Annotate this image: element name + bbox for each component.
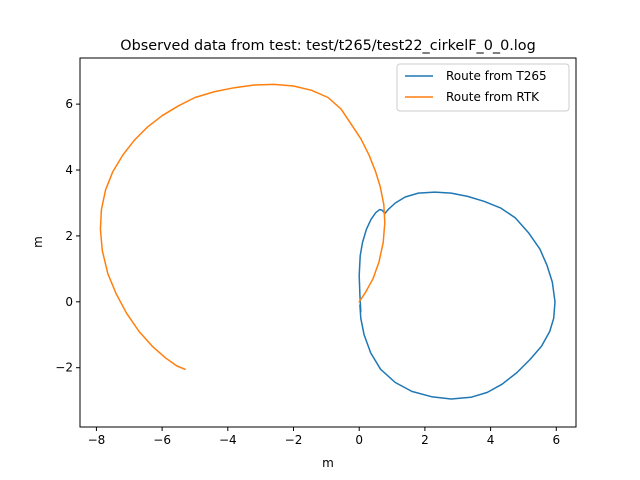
- x-tick-label: 0: [355, 433, 363, 447]
- chart-title: Observed data from test: test/t265/test2…: [120, 38, 536, 54]
- legend-box: [396, 63, 570, 112]
- y-tick-label: 0: [65, 295, 73, 309]
- legend-label-rtk: Route from RTK: [446, 90, 540, 104]
- legend-label-t265: Route from T265: [446, 69, 547, 83]
- x-tick-label: 4: [487, 433, 495, 447]
- legend: Route from T265 Route from RTK: [396, 63, 570, 112]
- y-tick-label: 4: [65, 163, 73, 177]
- x-axis-ticks: −8 −6 −4 −2 0 2 4 6: [88, 427, 560, 447]
- axes-frame: [79, 57, 577, 428]
- series-line-t265: [358, 191, 556, 400]
- series-layer: [99, 83, 556, 400]
- y-tick-label: −2: [55, 361, 73, 375]
- x-tick-label: −8: [88, 433, 106, 447]
- x-tick-label: −2: [285, 433, 303, 447]
- x-tick-label: 6: [552, 433, 560, 447]
- x-tick-label: −6: [153, 433, 171, 447]
- series-line-rtk: [99, 83, 386, 371]
- plot-area: [79, 57, 577, 428]
- y-tick-label: 6: [65, 97, 73, 111]
- y-axis-label: m: [31, 236, 45, 248]
- x-tick-label: 2: [421, 433, 429, 447]
- y-axis-ticks: −2 0 2 4 6: [55, 97, 80, 375]
- x-tick-label: −4: [219, 433, 237, 447]
- x-axis-label: m: [322, 456, 334, 470]
- y-tick-label: 2: [65, 229, 73, 243]
